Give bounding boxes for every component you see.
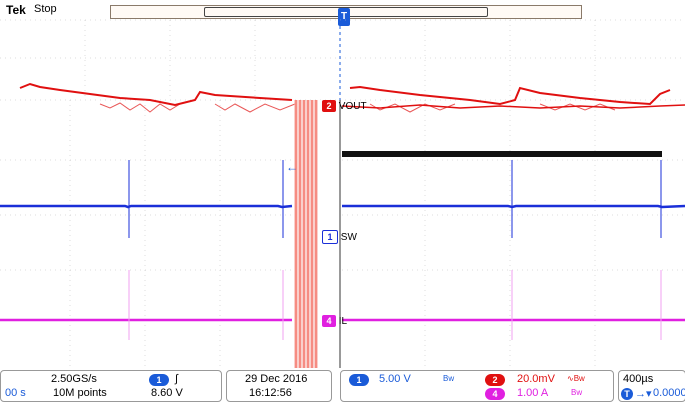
timebase-scale: 400µs	[623, 373, 654, 385]
ch2-scale-badge: 2	[485, 374, 505, 386]
datetime-panel: 29 Dec 2016 16:12:56	[226, 370, 332, 402]
ch4-badge: 4	[322, 315, 336, 327]
vout-label-text: VOUT	[338, 101, 367, 112]
cursor-arrow-icon[interactable]: ←	[286, 160, 298, 174]
il-spikes-right	[511, 270, 662, 340]
overview-grid	[0, 19, 685, 101]
bandwidth-icon: ∿Bw	[567, 374, 585, 383]
main-grid-left	[0, 100, 292, 368]
bandwidth-icon: Bw	[571, 388, 583, 397]
zoom-region-band	[294, 100, 318, 368]
brand-logo: Tek	[6, 3, 26, 17]
sw-spikes-right	[511, 160, 662, 238]
trigger-channel-badge: 1	[149, 374, 169, 386]
scope-header: Tek Stop T	[0, 0, 685, 26]
trigger-position-marker[interactable]: T	[338, 8, 350, 26]
sw-label-text: SW	[340, 232, 357, 243]
ch1-scale: 5.00 V	[379, 373, 411, 385]
vout-channel-label[interactable]: 2 VOUT	[322, 100, 367, 112]
rising-edge-icon: ∫	[175, 373, 179, 385]
ch4-scale: 1.00 A	[517, 387, 549, 399]
vout-ripple-trace	[341, 104, 685, 109]
sw-channel-label[interactable]: 1 SW	[322, 230, 357, 244]
il-channel-label[interactable]: 4 IL	[322, 315, 347, 327]
timebase-panel[interactable]: 400µs T →▾ 0.0000	[618, 370, 685, 402]
sw-trace-right	[342, 204, 685, 209]
status-footer: 00 s 2.50GS/s 10M points 1 ∫ 8.60 V 29 D…	[0, 368, 685, 402]
acquisition-panel[interactable]: 00 s 2.50GS/s 10M points 1 ∫ 8.60 V	[0, 370, 222, 402]
overview-ripple-noise	[99, 102, 616, 113]
sample-rate: 2.50GS/s	[51, 373, 97, 385]
ch1-scale-badge: 1	[349, 374, 369, 386]
il-label-text: IL	[338, 316, 348, 327]
main-grid-right	[342, 100, 685, 368]
time-offset: 00 s	[5, 387, 26, 399]
date-text: 29 Dec 2016	[245, 373, 308, 385]
record-length: 10M points	[53, 387, 107, 399]
vout-thick-trace	[342, 151, 662, 157]
trigger-level: 8.60 V	[151, 387, 183, 399]
time-text: 16:12:56	[249, 387, 292, 399]
channel-scale-panel[interactable]: 1 5.00 V Bw 2 20.0mV ∿Bw 4 1.00 A Bw	[340, 370, 614, 402]
ch2-badge: 2	[322, 100, 336, 112]
ch1-badge: 1	[322, 230, 338, 244]
sw-spikes-left	[128, 160, 284, 238]
zoom-region-lines	[295, 100, 317, 368]
il-spikes-left	[128, 270, 284, 340]
trigger-position-icon: T	[621, 388, 633, 400]
bandwidth-icon: Bw	[443, 374, 455, 383]
trigger-position-value: 0.0000	[653, 387, 685, 399]
arrow-right-icon: →▾	[635, 388, 652, 400]
sw-trace-left	[0, 204, 293, 209]
ch4-scale-badge: 4	[485, 388, 505, 400]
acquisition-status: Stop	[34, 3, 57, 15]
overview-ripple-trace	[19, 82, 671, 107]
ch2-scale: 20.0mV	[517, 373, 555, 385]
